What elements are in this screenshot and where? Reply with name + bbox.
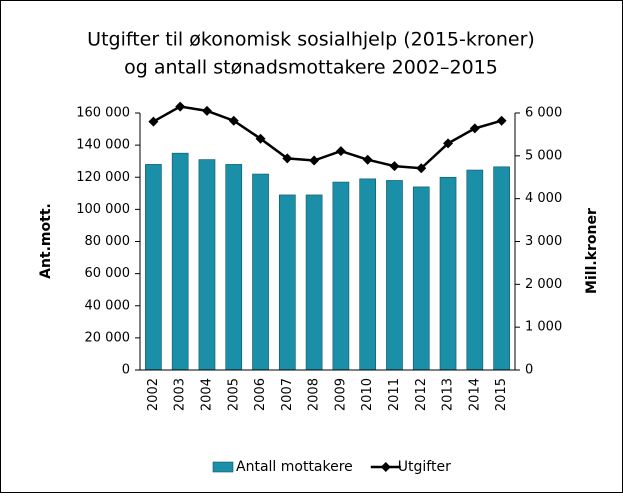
y-axis-title: Ant.mott. [38,203,54,279]
x-tick-label: 2014 [467,378,482,411]
y2-tick-label: 4 000 [525,191,562,206]
chart-title: Utgifter til økonomisk sosialhjelp (2015… [87,29,535,51]
x-tick-label: 2004 [199,378,214,411]
y-tick-label: 60 000 [85,266,131,281]
y2-tick-label: 2 000 [525,277,562,292]
y2-tick-label: 6 000 [525,106,562,121]
line-marker [335,146,346,157]
x-tick-label: 2010 [360,378,375,411]
line-marker [389,161,400,172]
x-tick-label: 2013 [441,378,456,411]
bar [332,181,350,371]
line-marker [309,155,320,166]
x-tick-label: 2009 [333,378,348,411]
x-tick-label: 2003 [173,378,188,411]
bar [305,194,323,371]
line-marker [228,115,239,126]
bar [198,159,216,371]
bar [171,152,189,371]
x-tick-label: 2007 [280,378,295,411]
line-marker [469,123,480,134]
y2-tick-label: 5 000 [525,148,562,163]
y2-axis-title: Mill.kroner [584,208,600,294]
legend-swatch [380,462,391,472]
y2-tick-label: 3 000 [525,234,562,249]
x-tick-label: 2006 [253,378,268,411]
bar [439,176,457,371]
x-tick-label: 2008 [307,378,322,411]
bar [493,166,510,371]
bar [278,194,296,371]
line-marker [443,138,454,149]
y-tick-label: 20 000 [85,330,131,345]
line-marker [362,154,373,165]
bar [145,164,162,371]
x-tick-label: 2002 [146,378,161,411]
bar [359,178,377,371]
y-tick-label: 160 000 [76,106,130,121]
line-marker [496,115,507,126]
bar [386,180,403,371]
line-marker [201,105,212,116]
y2-tick-label: 1 000 [525,320,562,335]
bar [252,173,269,371]
legend-label: Antall mottakere [236,459,353,475]
legend-label: Utgifter [398,459,451,475]
bar [412,186,430,371]
y-tick-label: 120 000 [76,170,130,185]
line-marker [255,133,266,144]
bar [225,164,243,371]
x-tick-label: 2012 [414,378,429,411]
line-marker [175,101,186,112]
line-marker [416,163,427,174]
line [152,105,502,170]
x-tick-label: 2005 [226,378,241,411]
x-tick-label: 2011 [387,378,402,411]
y-tick-label: 0 [122,363,130,378]
x-tick-label: 2015 [494,378,509,411]
y-tick-label: 40 000 [85,298,131,313]
y-tick-label: 80 000 [85,234,131,249]
chart-title: og antall stønadsmottakere 2002–2015 [124,57,498,79]
line-marker [282,153,293,164]
y2-tick-label: 0 [525,363,533,378]
bar [466,169,484,371]
y-tick-label: 140 000 [76,138,130,153]
line-marker [148,116,159,127]
legend-swatch [212,461,234,473]
y-tick-label: 100 000 [76,202,130,217]
